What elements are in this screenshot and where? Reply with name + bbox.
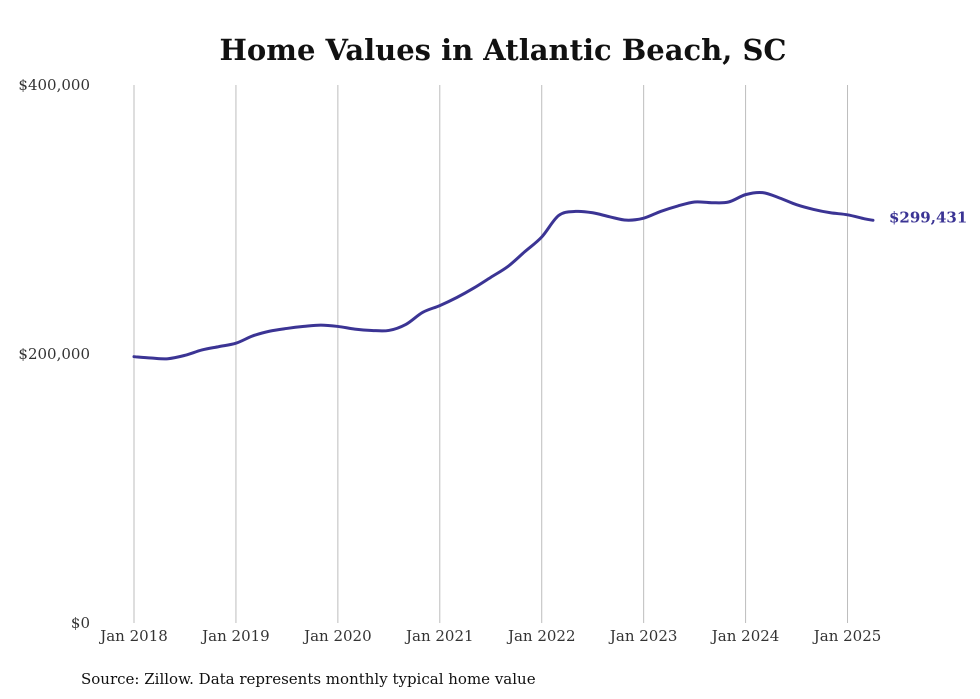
x-tick-label: Jan 2020 — [302, 627, 372, 645]
x-tick-label: Jan 2018 — [98, 627, 168, 645]
end-value-label: $299,431 — [889, 208, 967, 226]
x-tick-label: Jan 2024 — [710, 627, 780, 645]
y-tick-label: $400,000 — [18, 76, 90, 94]
x-tick-label: Jan 2022 — [506, 627, 576, 645]
y-tick-label: $0 — [71, 614, 90, 632]
x-tick-label: Jan 2021 — [404, 627, 474, 645]
y-axis: $0 $200,000 $400,000 — [18, 76, 90, 632]
x-axis: Jan 2018 Jan 2019 Jan 2020 Jan 2021 Jan 2022… — [98, 627, 881, 645]
y-tick-label: $200,000 — [18, 345, 90, 363]
gridlines — [133, 85, 849, 623]
chart-title: Home Values in Atlantic Beach, SC — [220, 33, 787, 67]
x-tick-label: Jan 2019 — [200, 627, 270, 645]
source-note: Source: Zillow. Data represents monthly … — [81, 670, 536, 688]
series-line — [132, 190, 875, 361]
x-tick-label: Jan 2023 — [608, 627, 678, 645]
x-tick-label: Jan 2025 — [812, 627, 882, 645]
